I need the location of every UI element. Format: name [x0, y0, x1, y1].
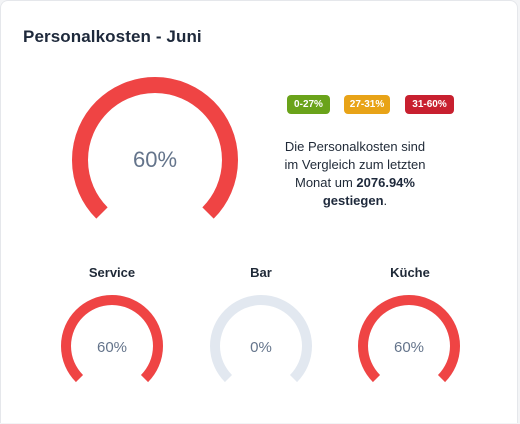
description-line-2: im Vergleich zum letzten — [284, 157, 426, 172]
department-value-service: 60% — [96, 339, 128, 356]
gauge-fill — [72, 77, 238, 219]
description-line-1: Die Personalkosten sind — [284, 139, 426, 154]
change-direction: gestiegen — [322, 193, 384, 208]
department-value-kueche: 60% — [393, 339, 425, 356]
description-suffix: . — [383, 193, 388, 208]
department-label-kueche: Küche — [390, 265, 430, 280]
gauge-track — [210, 295, 312, 383]
legend-badge-mid: 27-31% — [344, 95, 390, 114]
change-percentage: 2076.94% — [356, 175, 415, 190]
description-prefix: Monat um — [295, 175, 357, 190]
cost-change-description: Die Personalkosten sind im Vergleich zum… — [275, 138, 435, 210]
legend-badge-low: 0-27% — [287, 95, 330, 114]
department-label-service: Service — [88, 265, 136, 280]
gauge-fill — [61, 295, 163, 383]
description-line-3: Monat um 2076.94% — [275, 174, 435, 192]
main-gauge-value: 60% — [132, 147, 178, 172]
card-title: Personalkosten - Juni — [23, 27, 202, 46]
department-label-bar: Bar — [250, 265, 272, 280]
department-value-bar: 0% — [250, 339, 272, 356]
legend-badge-high: 31-60% — [405, 95, 454, 114]
gauge-fill — [358, 295, 460, 383]
description-line-4: gestiegen. — [275, 192, 435, 210]
